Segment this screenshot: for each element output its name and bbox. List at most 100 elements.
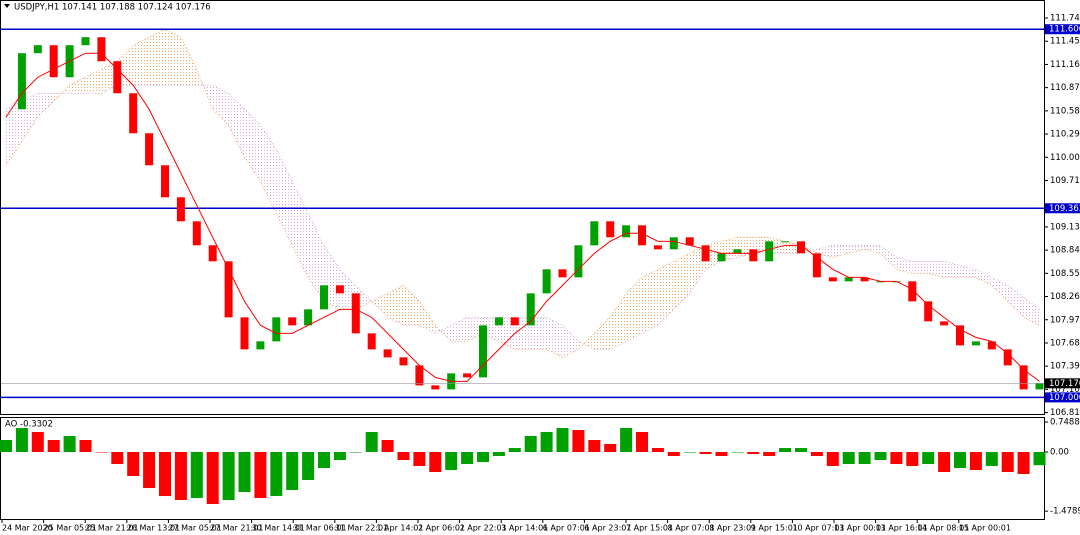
candle <box>479 325 487 378</box>
ao-bar <box>206 452 219 504</box>
ao-bar <box>636 432 648 452</box>
x-tick-label: 6 Apr 23:01 <box>584 524 631 533</box>
candle <box>860 277 869 282</box>
x-tick-label: 8 Apr 07:01 <box>668 524 715 533</box>
cloud-segment <box>37 93 54 118</box>
cloud-segment <box>944 261 960 278</box>
cloud-segment <box>85 69 102 94</box>
cloud-segment <box>371 293 388 318</box>
candle <box>574 245 583 278</box>
ao-bar <box>222 452 235 500</box>
ao-bar <box>31 432 44 452</box>
ao-bar <box>1033 452 1046 466</box>
ao-bar <box>477 452 489 462</box>
ao-bar <box>906 452 919 466</box>
ao-bar <box>667 452 680 456</box>
y-tick-label: 110.580 <box>1050 106 1080 116</box>
current-price-label: 107.176 <box>1049 379 1080 389</box>
x-tick-label: 31 Mar 06:01 <box>293 524 346 533</box>
ao-tick-label: -1.4789 <box>1050 507 1080 517</box>
candle <box>558 269 567 278</box>
ao-bar <box>938 452 951 472</box>
ao-tick-label: 0.7488 <box>1050 418 1080 428</box>
candle <box>733 249 742 254</box>
candle <box>399 357 408 366</box>
ao-bar <box>620 428 633 452</box>
candle <box>113 61 122 94</box>
ao-bar <box>111 452 124 464</box>
candle <box>765 241 774 262</box>
ao-bar <box>413 452 426 466</box>
ao-bar <box>524 436 537 452</box>
candle <box>844 277 853 282</box>
ao-bar <box>445 452 458 470</box>
candle <box>335 285 344 294</box>
x-tick-label: 31 Mar 22:01 <box>335 524 388 533</box>
level-label: 107.000 <box>1049 393 1080 403</box>
cloud-segment <box>228 93 245 158</box>
cloud-segment <box>864 245 881 254</box>
candle <box>828 277 837 282</box>
y-tick-label: 108.840 <box>1050 246 1080 256</box>
x-tick-label: 8 Apr 23:01 <box>709 524 756 533</box>
ao-bar <box>985 452 998 466</box>
cloud-segment <box>673 253 690 310</box>
ao-bar <box>651 448 664 452</box>
candle <box>161 165 169 198</box>
cloud-segment <box>69 77 86 94</box>
candle <box>240 317 249 350</box>
ao-bar <box>492 452 505 456</box>
cloud-segment <box>149 29 165 86</box>
ao-bar <box>270 452 283 496</box>
cloud-segment <box>53 85 70 102</box>
candle <box>383 349 392 358</box>
y-tick-label: 110.290 <box>1050 130 1080 140</box>
cloud-segment <box>6 101 22 166</box>
candle <box>1035 383 1044 390</box>
x-tick-label: 1 Apr 14:01 <box>376 524 423 533</box>
ao-bar <box>890 452 903 464</box>
x-tick-label: 24 Mar 2020 <box>2 524 53 533</box>
ao-bar <box>747 452 760 454</box>
candle <box>987 341 996 350</box>
y-tick-label: 111.160 <box>1050 60 1080 70</box>
candle <box>208 245 217 262</box>
x-tick-label: 26 Mar 13:01 <box>127 524 180 533</box>
cloud-segment <box>1023 297 1040 326</box>
candle <box>685 237 694 246</box>
candle <box>431 385 440 390</box>
candle <box>797 241 805 254</box>
ao-bar <box>365 432 378 452</box>
x-tick-label: 2 Apr 22:01 <box>460 524 507 533</box>
cloud-segment <box>816 245 833 258</box>
ao-bar <box>795 448 807 452</box>
y-tick-label: 107.680 <box>1050 338 1080 348</box>
ao-bar <box>572 430 585 452</box>
ao-bar <box>0 440 12 452</box>
ao-bar <box>556 428 569 452</box>
y-tick-label: 110.870 <box>1050 83 1080 93</box>
ao-bar <box>858 452 871 464</box>
x-tick-label: 2 Apr 06:01 <box>418 524 465 533</box>
ao-title: AO -0.3302 <box>5 420 53 430</box>
cloud-segment <box>546 317 563 358</box>
ao-bar <box>826 452 839 466</box>
ao-bar <box>1001 452 1014 472</box>
ao-bar <box>190 452 203 498</box>
cloud-segment <box>196 69 213 110</box>
main-panel <box>0 0 1045 415</box>
candle <box>320 285 328 310</box>
candle <box>590 221 599 246</box>
candle <box>622 225 631 238</box>
candle <box>638 225 646 246</box>
y-tick-label: 111.740 <box>1050 14 1080 24</box>
x-tick-label: 30 Mar 14:01 <box>252 524 305 533</box>
ao-bar <box>683 452 696 453</box>
cloud-segment <box>991 277 1008 302</box>
candle <box>510 317 519 326</box>
ao-bar <box>779 448 792 452</box>
cloud-segment <box>419 301 436 334</box>
ao-bar <box>333 452 346 460</box>
cloud-segment <box>642 269 658 334</box>
